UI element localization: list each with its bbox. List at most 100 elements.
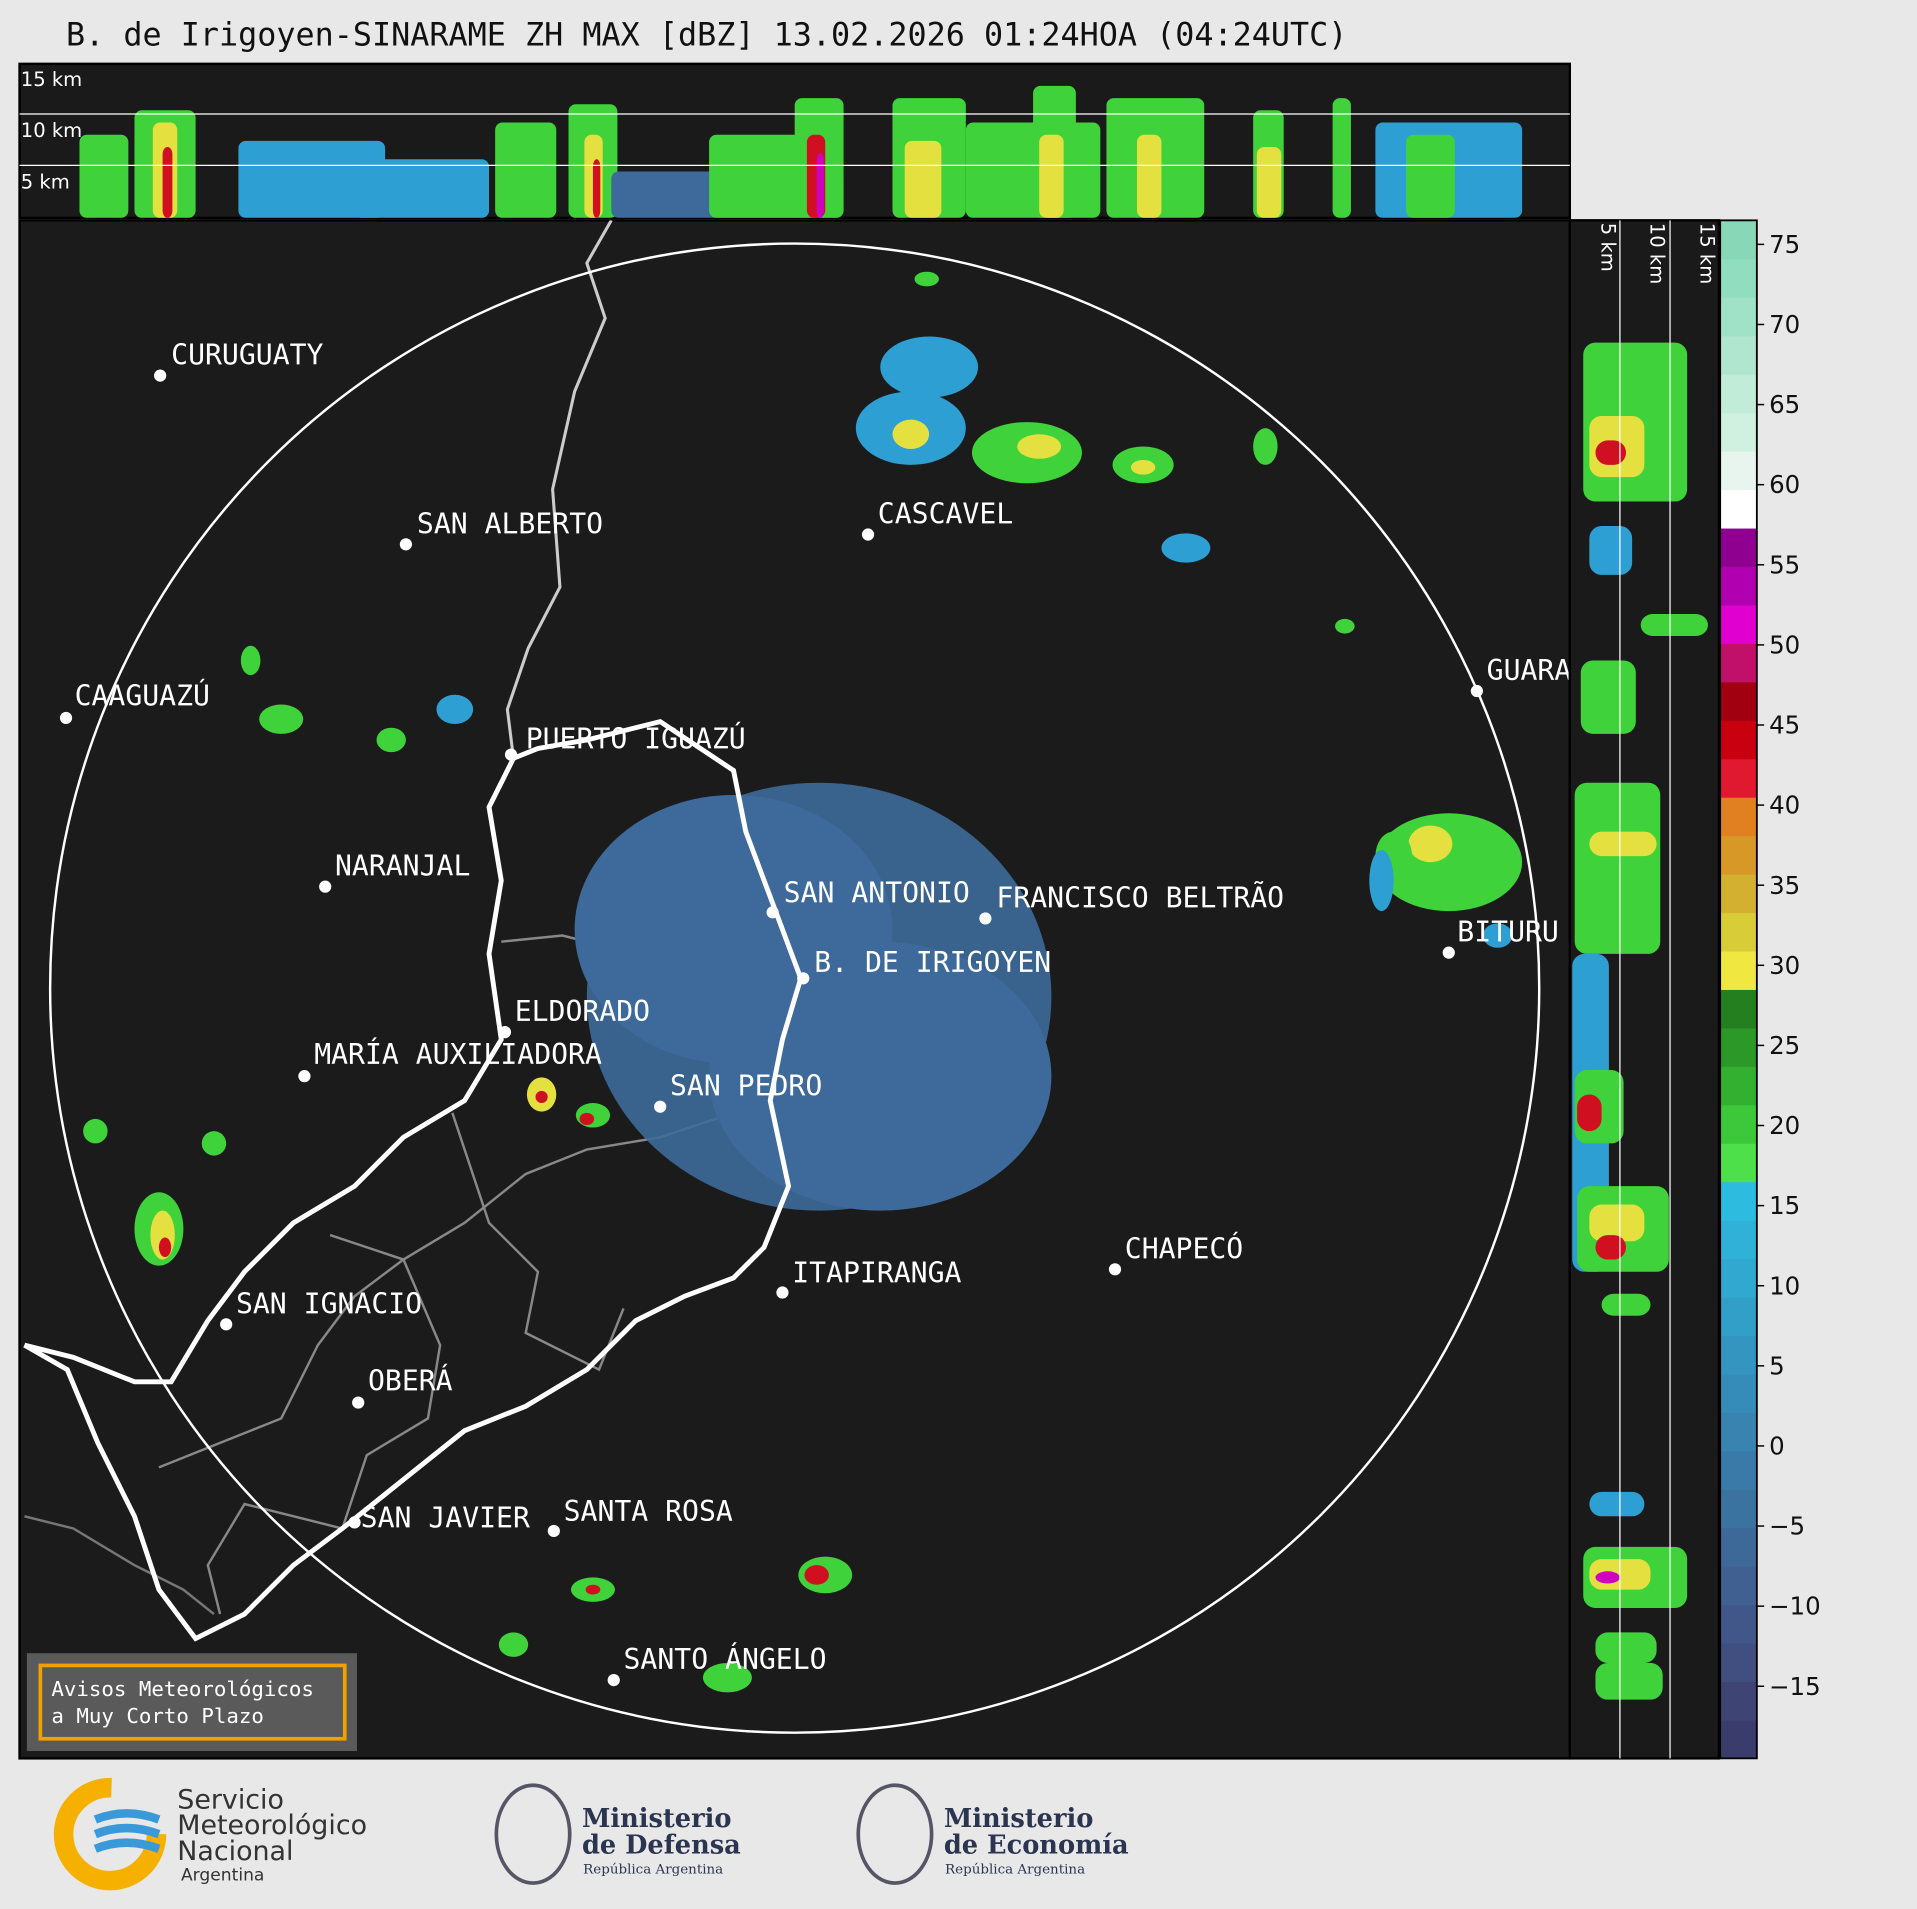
height-label: 15 km [21,68,82,91]
logo-text: Ministerio [944,1804,1094,1834]
colorbar-band [1720,1220,1757,1260]
city-label: SAN IGNACIO [236,1287,422,1320]
colorbar-tick-label: 65 [1769,390,1800,419]
city-dot [1470,684,1483,698]
colorbar-band [1720,797,1757,837]
colorbar-tick-label: −10 [1769,1592,1821,1621]
colorbar-frame [1719,219,1758,1760]
height-label: 15 km [1696,223,1719,284]
colorbar-band [1720,1258,1757,1298]
city-label: GUARA [1487,654,1572,687]
colorbar-band [1720,412,1757,452]
colorbar-band [1720,835,1757,875]
echo [1595,440,1627,465]
colorbar-band [1720,220,1757,260]
province-line [451,1112,625,1372]
map-layer: CURUGUATY SAN ALBERTO CASCAVEL CAAGUAZÚ GUAR… [23,220,1572,1734]
colorbar-tick-label: 5 [1769,1351,1785,1380]
echo [259,704,304,734]
colorbar-band [1720,1027,1757,1067]
banner-text[interactable]: Avisos Meteorológicos [51,1677,314,1701]
echo [1017,434,1062,459]
colorbar-band [1720,1450,1757,1490]
height-label: 10 km [1645,223,1668,284]
colorbar-band [1720,1373,1757,1413]
echo [1580,660,1636,734]
echo [162,146,173,218]
colorbar-band [1720,912,1757,952]
echo [1039,134,1064,218]
city-label: CURUGUATY [171,339,323,372]
echo [1256,146,1282,218]
echo [158,1237,172,1258]
colorbar-band [1720,335,1757,375]
city-label: SANTO ÁNGELO [624,1642,827,1676]
echo [1595,1662,1663,1700]
colorbar-band [1720,297,1757,337]
logo-text: Nacional [177,1836,293,1867]
banner[interactable] [26,1653,357,1752]
colorbar-band [1720,758,1757,798]
city-label: SANTA ROSA [564,1495,733,1528]
city-dot [861,528,875,541]
colorbar-tick-label: −15 [1769,1672,1821,1701]
city-dot [1108,1263,1122,1276]
logo-text: Argentina [181,1866,264,1886]
echo [1130,459,1156,475]
coat-of-arms [856,1783,934,1885]
echo [240,645,261,676]
echo [592,159,601,218]
colorbar-band [1720,604,1757,644]
city-label: NARANJAL [335,850,470,883]
city-dot [547,1524,560,1538]
echo [376,727,406,753]
echo [904,140,942,218]
banner-text[interactable]: a Muy Corto Plazo [51,1704,264,1728]
logo-text: Ministerio [582,1804,732,1834]
colorbar-band [1720,1296,1757,1337]
colorbar-band [1720,451,1757,491]
colorbar-tick-label: 75 [1769,230,1800,259]
city-dot [154,369,167,382]
echo [201,1131,227,1156]
echo [1408,825,1453,863]
echo [79,134,129,218]
echo [709,134,807,218]
echo [1482,923,1513,948]
echo [892,419,930,449]
colorbar-band [1720,1489,1757,1529]
smn-logo-waves [93,1809,161,1853]
echo [1574,782,1661,954]
colorbar-tick-label: 45 [1769,711,1800,740]
city-label: B. DE IRIGOYEN [814,946,1051,979]
echo [1589,1491,1645,1517]
colorbar-band [1720,643,1757,683]
echo [498,1632,529,1657]
echo [1161,533,1211,563]
title: B. de Irigoyen-SINARAME ZH MAX [dBZ] 13.… [66,18,1347,54]
echo [1640,614,1708,637]
echo [535,1090,548,1104]
echo [495,122,557,218]
echo [1405,134,1455,218]
echo [1332,98,1351,218]
colorbar-band [1720,720,1757,760]
colorbar-band [1720,1143,1757,1183]
city-dot [1442,946,1455,959]
colorbar-band [1720,1604,1757,1644]
city-dot [607,1673,620,1687]
city-label: CAAGUAZÚ [75,679,210,713]
colorbar-tick-label: 35 [1769,871,1800,900]
echo [709,941,1052,1211]
colorbar-band [1720,1412,1757,1452]
colorbar-band [1720,566,1757,606]
echo [354,159,490,218]
height-label: 5 km [1597,223,1620,272]
range-ring [48,242,1541,1734]
echo [880,336,979,398]
city-dot [399,538,413,551]
colorbar-band [1720,1642,1757,1683]
border-line [23,718,804,1642]
